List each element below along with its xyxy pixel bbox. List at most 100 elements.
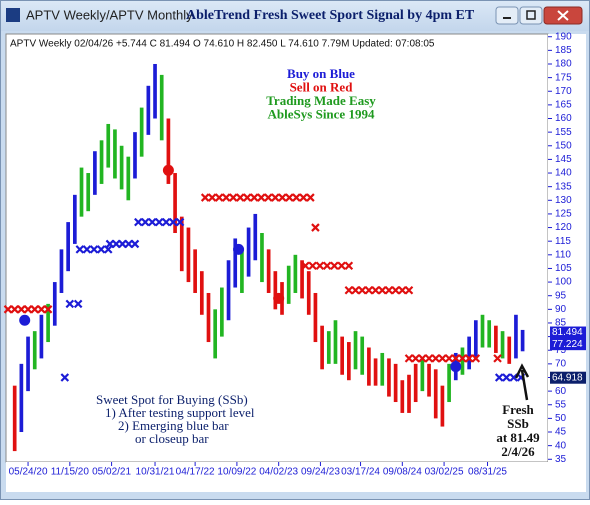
signal-dot: [273, 292, 285, 304]
x-marker: [130, 239, 140, 249]
x-marker: [464, 354, 474, 363]
x-marker: [364, 285, 374, 295]
x-tick-label: 04/02/23: [259, 467, 298, 478]
price-bar: [347, 342, 351, 381]
x-marker: [168, 217, 178, 227]
price-bar: [220, 287, 224, 337]
signal-dot: [19, 314, 31, 326]
x-marker: [431, 354, 441, 363]
x-marker: [103, 245, 113, 254]
price-bar: [433, 369, 438, 419]
y-tick-label: 180: [555, 59, 572, 70]
stop-markers: [3, 305, 53, 314]
price-bar: [12, 385, 17, 452]
price-bar: [326, 331, 331, 364]
price-bar: [520, 329, 525, 352]
price-bar: [253, 213, 258, 261]
price-bar: [387, 358, 391, 397]
minimize-button[interactable]: [495, 6, 519, 25]
x-marker: [271, 193, 280, 202]
stop-markers: [404, 354, 481, 363]
price-bar: [193, 249, 197, 293]
price-bar: [52, 282, 57, 326]
window-buttons[interactable]: [495, 6, 583, 25]
y-tick-label: 140: [555, 168, 572, 179]
y-tick-label: 105: [555, 263, 572, 274]
price-bar: [126, 156, 131, 201]
x-marker: [278, 193, 287, 202]
x-tick-label: 05/02/21: [92, 467, 131, 478]
x-tick-label: 04/17/22: [176, 467, 215, 478]
price-bar: [393, 363, 398, 403]
x-marker: [43, 305, 53, 314]
price-label-box: [550, 371, 586, 384]
legend-line: Sell on Red: [290, 79, 354, 94]
y-tick-label: 50: [555, 413, 567, 424]
x-tick-label: 09/08/24: [383, 467, 422, 478]
price-bar: [99, 140, 104, 184]
price-bar: [487, 320, 492, 348]
price-bar: [199, 271, 204, 315]
price-bar: [119, 145, 124, 190]
info-line: APTV Weekly 02/04/26 +5.744 C 81.494 O 7…: [10, 39, 435, 50]
x-marker: [404, 354, 414, 363]
price-bar: [113, 129, 117, 179]
x-marker: [89, 245, 99, 254]
y-tick-label: 150: [555, 140, 572, 151]
arrow: [514, 363, 530, 401]
y-tick-label: 155: [555, 127, 572, 138]
stop-markers: [75, 245, 113, 254]
note-right: Fresh: [502, 402, 534, 417]
price-bar: [86, 173, 91, 212]
price-axis: [548, 34, 586, 462]
y-tick-label: 35: [555, 454, 567, 465]
x-tick-label: 10/31/21: [136, 467, 175, 478]
x-marker: [351, 285, 360, 295]
price-label-box: [550, 338, 586, 351]
x-marker: [111, 239, 121, 249]
price-bar: [146, 85, 151, 135]
x-marker: [10, 305, 19, 314]
x-tick-label: 11/15/20: [51, 467, 90, 478]
y-tick-label: 160: [555, 113, 572, 124]
price-bar: [367, 347, 371, 386]
y-tick-label: 185: [555, 45, 572, 56]
price-bar: [166, 118, 171, 184]
price-bar: [226, 260, 231, 321]
price-bar: [373, 358, 378, 386]
y-tick-label: 175: [555, 72, 572, 83]
note-left: or closeup bar: [135, 431, 209, 446]
note-left: 2) Emerging blue bar: [118, 418, 229, 433]
x-marker: [60, 373, 70, 382]
legend-line: Buy on Blue: [287, 66, 355, 81]
y-tick-label: 190: [555, 31, 572, 42]
stop-markers: [344, 285, 414, 295]
x-marker: [23, 305, 33, 314]
title-bar: [1, 1, 589, 31]
y-tick-label: 75: [555, 345, 567, 356]
price-bar: [300, 260, 304, 299]
price-bar: [514, 314, 518, 359]
x-marker: [96, 245, 106, 254]
x-marker: [175, 217, 185, 227]
y-tick-label: 70: [555, 359, 567, 370]
x-marker: [444, 354, 454, 363]
price-bar: [106, 123, 111, 168]
x-tick-label: 10/09/22: [217, 467, 256, 478]
heading: AbleTrend Fresh Sweet Sport Signal by 4p…: [186, 8, 475, 23]
price-bar: [286, 265, 291, 304]
x-marker: [322, 261, 332, 270]
x-tick-label: 03/02/25: [425, 467, 464, 478]
stop-markers: [311, 223, 320, 232]
maximize-button[interactable]: [519, 6, 543, 25]
x-marker: [134, 217, 143, 227]
price-bar: [313, 292, 318, 343]
x-marker: [221, 193, 231, 202]
x-marker: [315, 261, 325, 270]
x-marker: [377, 285, 387, 295]
x-marker: [17, 305, 26, 314]
x-marker: [200, 193, 210, 202]
price-bar: [360, 336, 365, 375]
y-tick-label: 165: [555, 100, 572, 111]
signal-dot: [233, 243, 245, 255]
